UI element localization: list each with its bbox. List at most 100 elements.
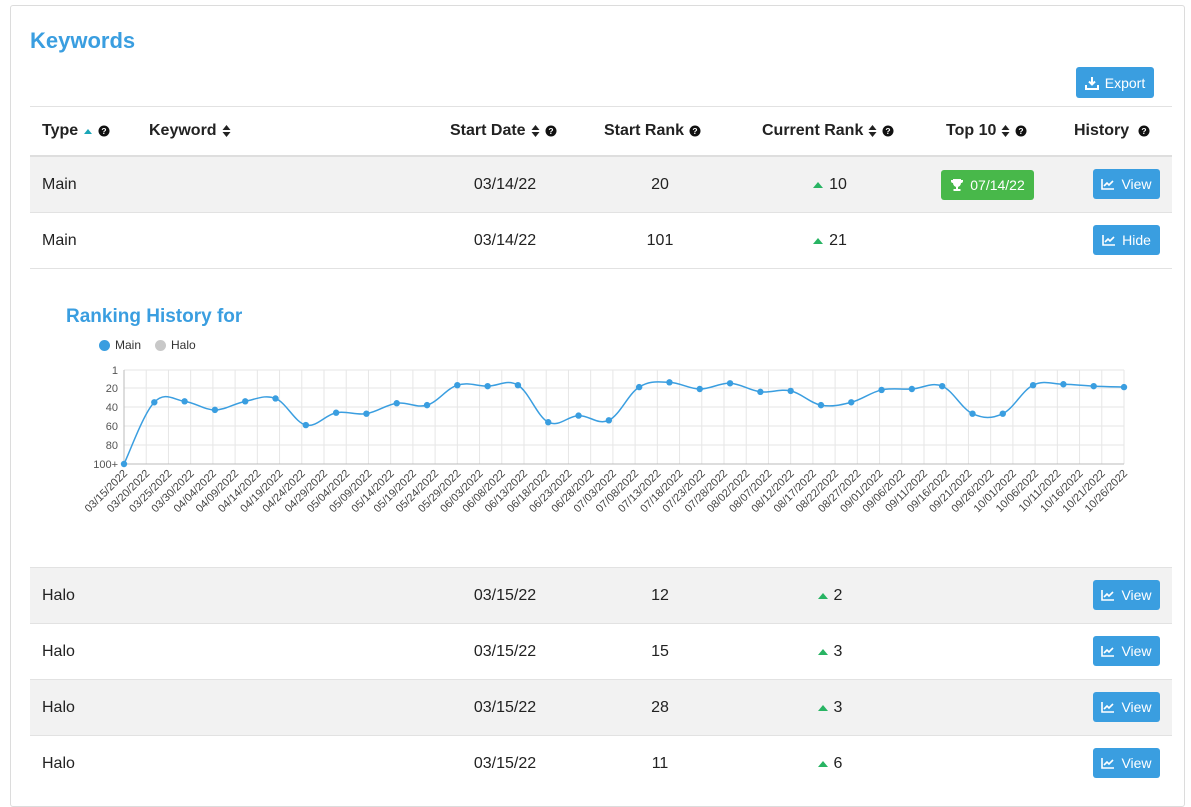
table-row: Main 03/14/22 20 10 07/14/22 View xyxy=(30,157,1172,213)
data-point-main xyxy=(1120,383,1128,391)
table-top-border xyxy=(30,106,1172,107)
current-rank-value: 3 xyxy=(833,699,843,716)
cell-current-rank: 21 xyxy=(770,213,890,269)
view-history-button[interactable]: View xyxy=(1093,169,1160,199)
header-current-rank-label: Current Rank xyxy=(762,122,864,139)
top10-badge: 07/14/22 xyxy=(941,170,1034,200)
view-history-button[interactable]: View xyxy=(1093,580,1160,610)
data-point-main xyxy=(938,382,946,390)
sort-icon xyxy=(531,125,540,137)
legend-item-main[interactable]: Main xyxy=(99,338,141,352)
data-point-main xyxy=(575,412,582,419)
data-point-main xyxy=(787,387,794,395)
help-icon[interactable]: ? xyxy=(882,125,894,137)
page-title: Keywords xyxy=(30,28,136,53)
cell-current-rank: 10 xyxy=(770,157,890,213)
line-chart-icon xyxy=(1101,590,1115,601)
data-point-main xyxy=(514,381,522,389)
rank-up-icon xyxy=(813,182,824,188)
table-row: Halo 03/15/22 11 6 View xyxy=(30,736,1172,792)
help-icon[interactable]: ? xyxy=(545,125,557,137)
legend-item-halo[interactable]: Halo xyxy=(155,338,196,352)
data-point-main xyxy=(696,385,703,393)
current-rank-value: 3 xyxy=(833,643,843,660)
cell-type: Main xyxy=(42,176,77,193)
header-keyword-label: Keyword xyxy=(149,122,217,139)
cell-start-date: 03/15/22 xyxy=(473,587,537,604)
header-keyword[interactable]: Keyword xyxy=(149,122,231,140)
chart-legend: Main Halo xyxy=(99,338,196,352)
line-chart-icon xyxy=(1101,646,1115,657)
sort-icon xyxy=(222,125,231,137)
header-start-date-label: Start Date xyxy=(450,122,526,139)
sort-icon xyxy=(868,125,877,137)
help-icon[interactable]: ? xyxy=(98,125,110,137)
y-tick-label: 100+ xyxy=(93,459,118,471)
data-point-main xyxy=(1060,381,1067,388)
line-chart-icon xyxy=(1101,758,1115,769)
header-start-rank[interactable]: Start Rank ? xyxy=(604,122,701,140)
svg-text:?: ? xyxy=(102,126,107,136)
line-chart-icon xyxy=(1101,702,1115,713)
data-point-main xyxy=(969,410,976,417)
sort-asc-icon xyxy=(84,129,93,134)
header-type-label: Type xyxy=(42,122,79,139)
view-history-button[interactable]: View xyxy=(1093,636,1160,666)
data-point-main xyxy=(635,383,643,391)
current-rank-value: 10 xyxy=(829,176,847,193)
cell-start-rank: 20 xyxy=(651,176,669,193)
data-point-main xyxy=(454,381,461,389)
rank-up-icon xyxy=(817,761,828,767)
data-point-main xyxy=(393,400,400,407)
data-point-main xyxy=(272,395,279,402)
header-start-date[interactable]: Start Date ? xyxy=(450,122,557,140)
data-point-main xyxy=(302,421,310,429)
header-start-rank-label: Start Rank xyxy=(604,122,685,139)
cell-start-rank: 11 xyxy=(651,755,669,772)
data-point-main xyxy=(181,398,188,405)
view-history-label: View xyxy=(1121,643,1152,659)
view-history-button[interactable]: View xyxy=(1093,692,1160,722)
data-point-main xyxy=(242,398,249,405)
table-row: Halo 03/15/22 12 2 View xyxy=(30,568,1172,624)
data-point-main xyxy=(999,410,1006,417)
row-divider xyxy=(30,623,1172,624)
rank-up-icon xyxy=(817,649,828,655)
help-icon[interactable]: ? xyxy=(1138,125,1150,137)
hide-history-button[interactable]: Hide xyxy=(1093,225,1160,255)
data-point-main xyxy=(666,379,673,386)
data-point-main xyxy=(363,410,370,417)
y-tick-label: 40 xyxy=(106,402,118,414)
header-top10[interactable]: Top 10 ? xyxy=(946,122,1027,140)
hide-history-label: Hide xyxy=(1122,232,1151,248)
cell-type: Halo xyxy=(42,755,75,772)
data-point-main xyxy=(484,382,491,390)
row-divider xyxy=(30,567,1172,568)
row-divider xyxy=(30,735,1172,736)
cell-start-date: 03/15/22 xyxy=(473,699,537,716)
table-row: Halo 03/15/22 28 3 View xyxy=(30,680,1172,736)
row-divider xyxy=(30,679,1172,680)
header-type[interactable]: Type ? xyxy=(42,122,110,140)
sort-icon xyxy=(1001,125,1010,137)
cell-start-date: 03/15/22 xyxy=(473,755,537,772)
cell-type: Halo xyxy=(42,587,75,604)
view-history-button[interactable]: View xyxy=(1093,748,1160,778)
cell-type: Halo xyxy=(42,643,75,660)
line-chart-icon xyxy=(1101,179,1115,190)
header-history: History ? xyxy=(1074,122,1150,140)
header-current-rank[interactable]: Current Rank ? xyxy=(762,122,894,140)
data-point-main xyxy=(878,386,885,394)
help-icon[interactable]: ? xyxy=(689,125,701,137)
help-icon[interactable]: ? xyxy=(1015,125,1027,137)
data-point-main xyxy=(1029,381,1037,389)
cell-current-rank: 6 xyxy=(770,736,890,792)
export-button[interactable]: Export xyxy=(1076,67,1154,98)
y-tick-label: 60 xyxy=(106,421,118,433)
y-tick-label: 1 xyxy=(112,365,118,377)
row-divider xyxy=(30,268,1172,269)
view-history-label: View xyxy=(1121,176,1152,192)
download-icon xyxy=(1084,76,1099,90)
cell-start-date: 03/15/22 xyxy=(473,643,537,660)
row-divider xyxy=(30,212,1172,213)
